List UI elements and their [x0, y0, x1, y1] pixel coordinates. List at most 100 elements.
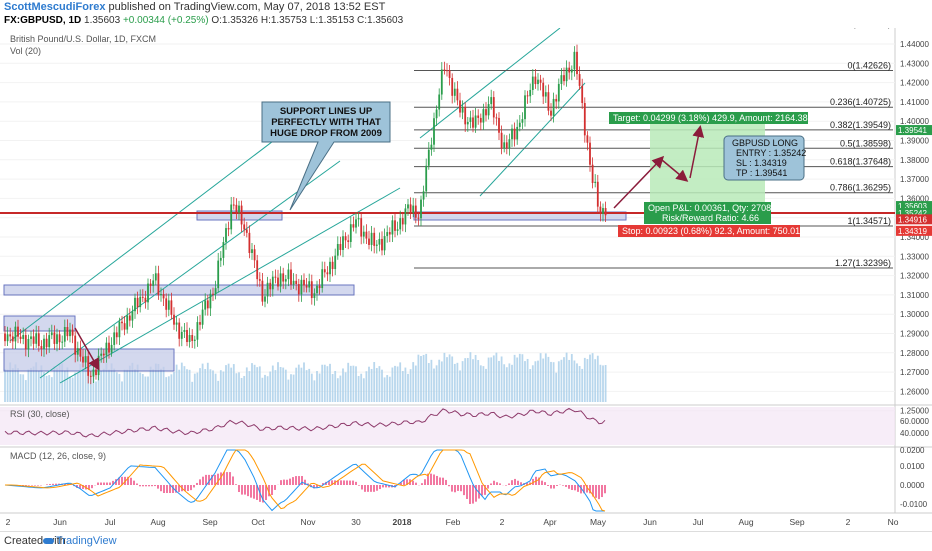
macd-hist-bar: [571, 485, 573, 490]
candle-body: [267, 283, 269, 297]
macd-hist-bar: [163, 485, 165, 493]
volume-bar: [319, 374, 321, 402]
macd-hist-bar: [445, 480, 447, 485]
fib-level-label: 0(1.42626): [847, 61, 891, 71]
candle-body: [402, 218, 404, 224]
candle-body: [524, 95, 526, 119]
volume-bar: [337, 378, 339, 402]
macd-legend[interactable]: MACD (12, 26, close, 9): [10, 451, 106, 461]
volume-bar: [56, 368, 58, 402]
candle-body: [241, 206, 243, 225]
candle-body: [223, 242, 225, 258]
macd-hist-bar: [280, 480, 282, 485]
volume-bar: [449, 354, 451, 402]
candle-body: [600, 207, 602, 214]
candle-body: [488, 104, 490, 115]
volume-bar: [301, 368, 303, 402]
candle-body: [246, 230, 248, 233]
macd-hist-bar: [289, 479, 291, 485]
candle-body: [51, 332, 53, 335]
fib-level-label: 1.27(1.32396): [835, 258, 891, 268]
macd-hist-bar: [283, 480, 285, 485]
candle-body: [410, 204, 412, 213]
price-tick-label: 1.38000: [900, 156, 929, 165]
candle-body: [355, 219, 357, 227]
macd-hist-bar: [130, 478, 132, 485]
macd-hist-bar: [154, 485, 156, 486]
chart-canvas[interactable]: -0.27(1.44801)0(1.42626)0.236(1.40725)0.…: [0, 28, 932, 531]
volume-bar: [51, 377, 53, 402]
macd-hist-bar: [37, 485, 39, 486]
macd-tick-label: -0.0100: [900, 500, 928, 509]
price-badge-label: 1.39541: [898, 126, 927, 135]
author-link[interactable]: ScottMescudiForex: [4, 1, 105, 13]
volume-bar: [571, 354, 573, 402]
rsi-legend[interactable]: RSI (30, close): [10, 409, 70, 419]
candle-body: [181, 332, 183, 339]
candle-body: [147, 284, 149, 303]
candle-body: [290, 270, 292, 285]
candle-body: [498, 118, 500, 133]
volume-bar: [561, 360, 563, 402]
candle-body: [397, 229, 399, 231]
volume-legend[interactable]: Vol (20): [10, 46, 41, 56]
macd-hist-bar: [34, 485, 36, 486]
candle-body: [72, 330, 74, 336]
candle-body: [54, 332, 56, 343]
volume-bar: [46, 376, 48, 402]
candle-body: [319, 286, 321, 288]
macd-hist-bar: [142, 485, 144, 486]
volume-bar: [438, 360, 440, 402]
volume-bar: [587, 359, 589, 402]
volume-bar: [428, 363, 430, 402]
volume-bar: [545, 353, 547, 402]
price-tick-label: 1.37000: [900, 175, 929, 184]
volume-bar: [490, 357, 492, 402]
macd-hist-bar: [517, 481, 519, 485]
macd-hist-bar: [577, 485, 579, 492]
candle-body: [363, 232, 365, 237]
volume-bar: [475, 355, 477, 402]
symbol-label[interactable]: FX:GBPUSD, 1D: [4, 15, 81, 26]
tradingview-link[interactable]: TradingView: [56, 535, 117, 547]
instrument-legend[interactable]: British Pound/U.S. Dollar, 1D, FXCM: [10, 34, 156, 44]
candle-body: [368, 239, 370, 245]
macd-hist-bar: [487, 485, 489, 489]
volume-bar: [540, 353, 542, 402]
candle-body: [381, 239, 383, 250]
volume-bar: [54, 366, 56, 402]
volume-bar: [199, 368, 201, 402]
volume-bar: [589, 355, 591, 402]
macd-hist-bar: [253, 485, 255, 499]
macd-hist-bar: [148, 485, 150, 486]
candle-body: [215, 288, 217, 294]
candle-body: [256, 260, 258, 279]
volume-bar: [568, 360, 570, 402]
fib-level-label: 0.786(1.36295): [830, 183, 891, 193]
macd-hist-bar: [541, 481, 543, 485]
time-tick-label: Sep: [789, 517, 804, 527]
volume-bar: [444, 353, 446, 402]
volume-bar: [215, 374, 217, 402]
macd-hist-bar: [367, 485, 369, 492]
trade-info-box[interactable]: GBPUSD LONG ENTRY : 1.35242 SL : 1.34319…: [724, 136, 806, 180]
candle-body: [33, 336, 35, 343]
candle-body: [275, 277, 277, 278]
candle-body: [210, 294, 212, 309]
candle-body: [420, 200, 422, 219]
macd-hist-bar: [346, 481, 348, 485]
candle-body: [503, 142, 505, 148]
macd-hist-bar: [190, 485, 192, 490]
candle-body: [316, 286, 318, 293]
volume-bar: [189, 370, 191, 402]
candle-body: [85, 356, 87, 362]
last-price: 1.35603: [84, 15, 120, 26]
chart-area[interactable]: [0, 28, 895, 531]
volume-bar: [306, 370, 308, 402]
candle-body: [158, 273, 160, 295]
macd-hist-bar: [370, 485, 372, 492]
candle-body: [202, 310, 204, 325]
volume-bar: [467, 358, 469, 402]
candle-body: [584, 103, 586, 135]
macd-hist-bar: [103, 483, 105, 485]
